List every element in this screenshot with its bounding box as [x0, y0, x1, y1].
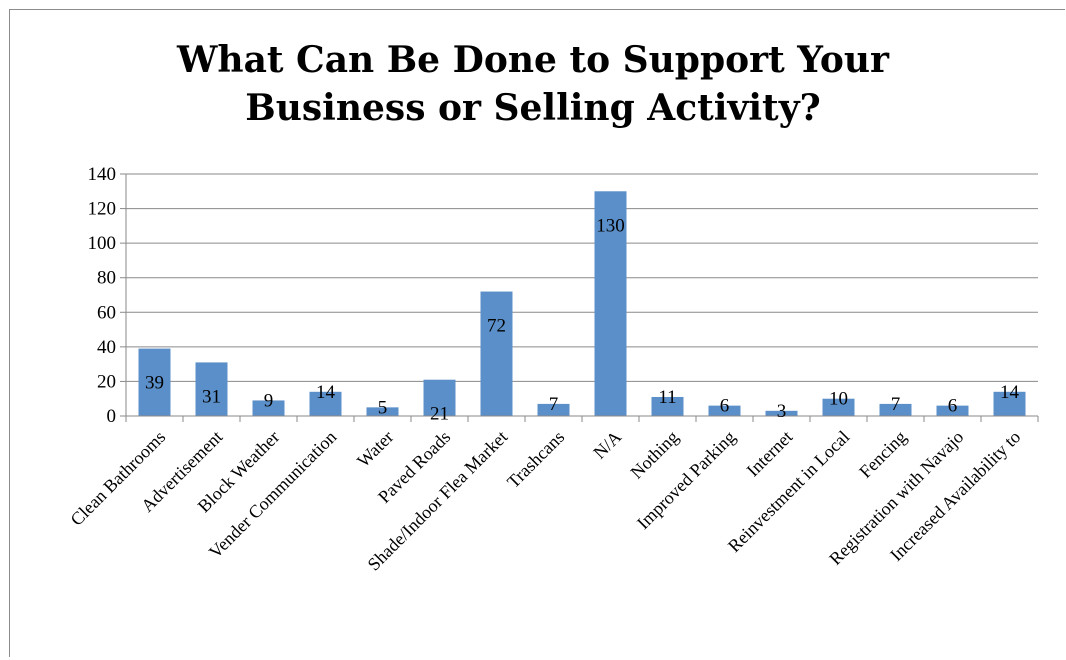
y-tick-label: 80 [97, 268, 116, 289]
y-tick-label: 40 [97, 337, 116, 358]
data-label: 39 [145, 373, 164, 394]
bar [822, 398, 855, 416]
grid-lines [126, 173, 1038, 382]
bars [138, 191, 1026, 416]
data-label: 14 [1000, 382, 1020, 403]
data-label: 5 [378, 397, 388, 418]
axes [120, 173, 1039, 422]
data-label: 21 [430, 404, 449, 425]
data-label: 6 [948, 396, 958, 417]
bar [651, 396, 684, 416]
x-tick-label: Improved Parking [633, 427, 739, 533]
x-tick-label: Clean Bathrooms [66, 427, 169, 530]
y-tick-label: 20 [97, 371, 116, 392]
bar [195, 362, 228, 416]
chart-title: What Can Be Done to Support Your Busines… [0, 36, 1066, 132]
chart-title-line-1: What Can Be Done to Support Your [176, 39, 890, 81]
bar [138, 348, 171, 416]
data-label: 11 [658, 387, 676, 408]
data-label: 3 [777, 401, 787, 422]
bar [594, 191, 627, 416]
data-label: 72 [487, 316, 506, 337]
y-tick-label: 140 [88, 164, 117, 185]
data-label: 31 [202, 386, 221, 407]
x-tick-label: Internet [743, 427, 797, 481]
x-tick-label: Nothing [626, 427, 682, 483]
bar [480, 291, 513, 416]
bar [993, 391, 1026, 416]
data-label: 7 [891, 394, 901, 415]
bar [366, 407, 399, 416]
data-label: 6 [720, 396, 730, 417]
bar [252, 400, 285, 416]
data-label: 130 [596, 215, 625, 236]
bar [765, 410, 798, 416]
chart-frame [9, 9, 1065, 657]
bar [708, 405, 741, 416]
data-label: 14 [316, 382, 336, 403]
y-tick-label: 0 [107, 406, 117, 427]
bar [309, 391, 342, 416]
bar [936, 405, 969, 416]
x-tick-label: Trashcans [503, 427, 568, 492]
x-tick-label: N/A [589, 427, 625, 463]
x-tick-label: Fencing [855, 427, 910, 482]
x-tick-label: Water [353, 427, 397, 471]
data-label: 7 [549, 394, 559, 415]
bar [537, 403, 570, 416]
y-tick-label: 120 [88, 199, 117, 220]
data-label: 9 [264, 390, 274, 411]
y-tick-label: 60 [97, 302, 116, 323]
chart-title-line-2: Business or Selling Activity? [245, 87, 821, 129]
data-label: 10 [829, 389, 848, 410]
bar [879, 403, 912, 416]
y-tick-label: 100 [88, 233, 117, 254]
bar [423, 379, 456, 416]
